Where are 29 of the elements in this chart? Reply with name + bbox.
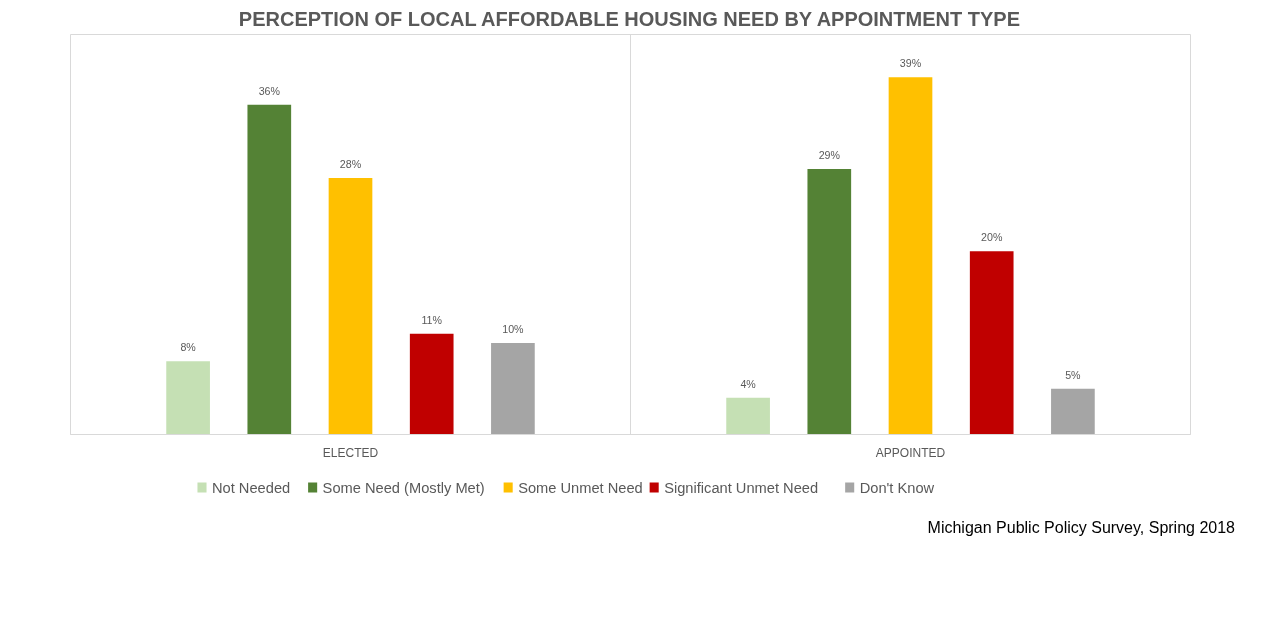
bar bbox=[969, 251, 1014, 435]
text: Michigan Public Policy Survey, Spring 2018 bbox=[927, 518, 1235, 538]
bar bbox=[1051, 388, 1095, 435]
bar bbox=[166, 361, 210, 435]
bar bbox=[726, 397, 770, 435]
x-tick-label: APPOINTED bbox=[875, 445, 946, 460]
x-tick-label: ELECTED bbox=[322, 445, 379, 460]
data-label: 29% bbox=[818, 148, 841, 161]
bar bbox=[491, 342, 535, 435]
legend-label: Significant Unmet Need bbox=[664, 479, 819, 496]
legend-label: Don't Know bbox=[859, 479, 935, 496]
legend-label: Not Needed bbox=[211, 479, 291, 496]
legend-label: Some Unmet Need bbox=[518, 479, 643, 496]
bar bbox=[247, 104, 292, 435]
data-label: 4% bbox=[740, 377, 757, 390]
chart-title: PERCEPTION OF LOCAL AFFORDABLE HOUSING NEED BY APPOINTMENT TYPE bbox=[238, 7, 1020, 30]
data-label: 39% bbox=[899, 57, 922, 70]
data-label: 36% bbox=[258, 84, 281, 97]
data-label: 8% bbox=[180, 341, 197, 354]
legend-label: Some Need (Mostly Met) bbox=[322, 479, 485, 496]
data-label: 10% bbox=[502, 322, 525, 335]
data-label: 5% bbox=[1065, 368, 1082, 381]
bar bbox=[328, 178, 373, 435]
bar bbox=[409, 333, 454, 435]
data-label: 11% bbox=[421, 313, 443, 326]
bar bbox=[807, 168, 852, 435]
bar bbox=[888, 77, 933, 435]
data-label: 28% bbox=[339, 158, 362, 171]
data-label: 20% bbox=[981, 231, 1003, 244]
